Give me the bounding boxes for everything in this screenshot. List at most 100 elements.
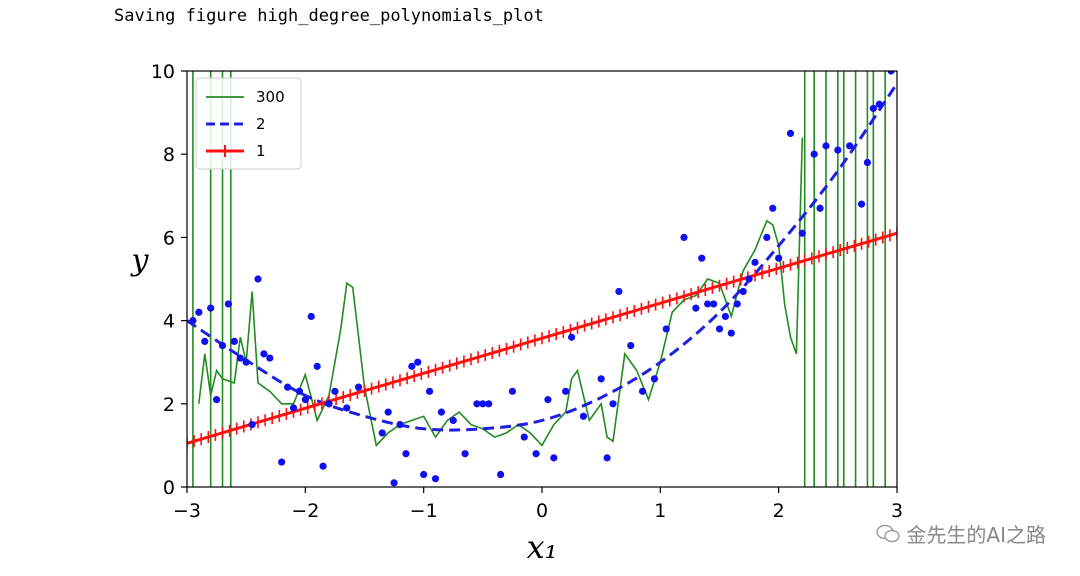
data-point [751,258,759,266]
data-point [319,462,327,470]
plot-area [187,71,897,487]
data-point [520,433,528,441]
data-point [313,362,321,370]
data-point [230,337,238,345]
data-point [307,312,315,321]
data-point [704,300,712,308]
data-point [857,200,866,208]
y-axis-label: y [130,243,150,278]
data-point [739,287,747,296]
data-point [769,204,777,212]
data-point [260,350,268,358]
console-output: Saving figure high_degree_polynomials_pl… [114,6,544,26]
data-point [875,100,883,108]
data-point [420,470,428,479]
y-tick-label: 4 [163,311,175,333]
data-point [567,333,576,341]
series-line-2 [187,82,897,432]
data-point [343,404,351,412]
data-point [378,429,386,437]
data-point [242,358,250,366]
data-point [709,300,718,308]
data-point [692,304,700,312]
x-tick-label: 2 [773,500,785,522]
x-tick-label: 1 [654,500,666,522]
data-point [822,142,830,150]
data-point [597,375,605,383]
legend-label-2: 2 [256,115,266,133]
data-point [816,204,824,212]
data-point [627,341,635,350]
data-point [331,387,339,395]
y-tick-label: 8 [163,144,175,166]
wechat-icon [876,524,901,542]
data-point [414,358,422,366]
data-point [763,233,771,241]
legend: 300 2 1 [195,77,302,170]
data-point [295,387,304,395]
data-point [562,387,570,395]
x-axis-label: x₁ [527,528,558,566]
data-point [289,404,298,412]
data-point [449,416,457,425]
data-point [775,254,783,262]
data-point [544,396,552,404]
series-line-300 [198,137,804,448]
legend-box [195,77,302,170]
data-point [301,396,309,404]
data-point [384,408,392,416]
data-point [354,383,363,391]
data-point [638,387,647,395]
data-point [431,475,440,483]
data-point [189,317,197,325]
data-point [236,354,244,362]
data-point [461,450,469,458]
data-point [254,275,262,283]
data-point [266,354,274,362]
data-point [887,71,895,75]
data-point [425,387,434,395]
data-point [609,400,617,408]
data-point [834,146,842,154]
data-point [650,375,659,383]
data-point [201,337,209,345]
data-point [396,421,404,429]
data-point [212,396,221,404]
data-point [721,312,730,321]
axis-ticks: −3 −2 −1 0 1 2 3 0 2 4 6 8 10 [151,61,903,522]
data-point [733,300,741,308]
y-tick-label: 10 [151,61,175,83]
data-point [218,341,227,350]
data-point [603,454,611,462]
data-point [745,275,753,283]
data-point [408,362,416,370]
y-tick-label: 6 [163,227,175,249]
watermark: 金先生的AI之路 [876,519,1046,548]
data-point [810,150,818,158]
data-point [579,412,588,420]
data-point [550,454,558,462]
data-point [485,400,493,408]
x-tick-label: 3 [891,500,903,522]
data-point [869,104,877,113]
legend-label-1: 1 [256,142,266,160]
data-point [390,479,398,487]
data-point [325,400,333,408]
data-point [615,287,623,296]
data-point [846,142,854,150]
data-point [508,387,517,395]
x-tick-label: −2 [291,500,319,522]
data-point [863,158,872,167]
data-point [207,304,215,312]
legend-label-300: 300 [256,88,285,106]
data-point [532,450,540,458]
data-point [248,421,256,429]
watermark-text: 金先生的AI之路 [906,523,1046,547]
data-point [278,458,286,466]
data-point [662,325,670,333]
data-point [698,254,706,262]
data-point [786,129,795,137]
x-tick-label: −3 [173,500,201,522]
data-point [195,308,203,316]
